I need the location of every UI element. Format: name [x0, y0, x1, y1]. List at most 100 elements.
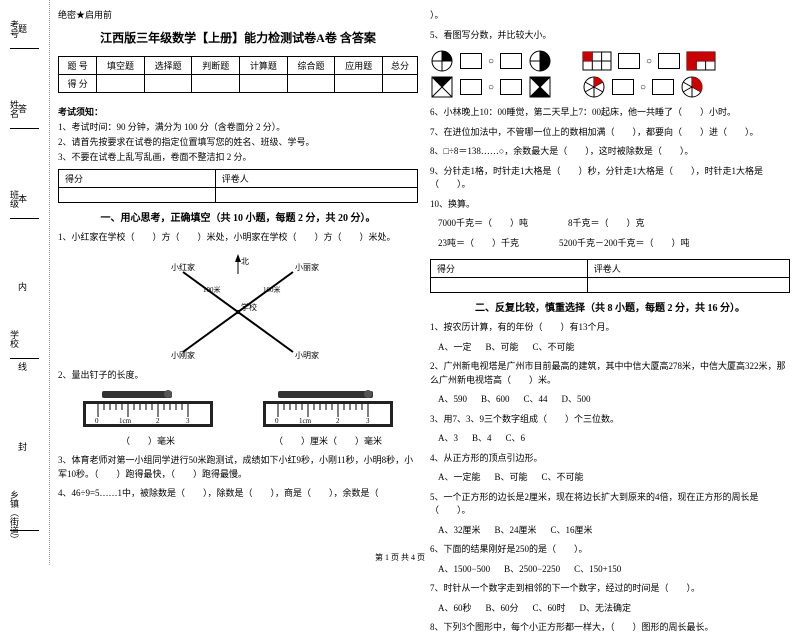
svg-text:3: 3	[366, 417, 370, 425]
compass-lbl: 小红家	[171, 262, 195, 272]
opt: B、可能	[495, 471, 528, 485]
opt: A、590	[438, 393, 467, 407]
ruler-cap-1: （ ）毫米	[78, 434, 218, 447]
th: 题 号	[59, 57, 97, 75]
opt: B、600	[481, 393, 510, 407]
ruler-row: 0 1cm 2 3 （ ）毫米	[58, 389, 418, 447]
margin-line	[10, 48, 39, 49]
q10-row2: 23吨＝（ ）千克 5200千克－200千克＝（ ）吨	[430, 237, 790, 251]
ruler-2: 0 1cm 2 3 （ ）厘米（ ）毫米	[258, 389, 398, 447]
frac-square	[430, 75, 454, 99]
td	[144, 75, 192, 93]
frac-grid	[686, 49, 716, 73]
th: 综合题	[287, 57, 335, 75]
notice-block: 考试须知： 1、考试时间：90 分钟，满分为 100 分（含卷面分 2 分）。 …	[58, 103, 418, 165]
right-column: ）。 5、看图写分数，并比较大小。 ○ ○	[430, 8, 790, 563]
compare-circle: ○	[488, 82, 494, 93]
compass-lbl: 小刚家	[171, 350, 195, 360]
frac-pie	[582, 75, 606, 99]
svg-text:1cm: 1cm	[299, 417, 312, 425]
th: 应用题	[335, 57, 383, 75]
s2q1-opts: A、一定 B、可能 C、不可能	[430, 341, 790, 355]
svg-text:2: 2	[156, 417, 160, 425]
q10: 10、换算。	[430, 198, 790, 212]
s2q3-opts: A、3 B、4 C、6	[430, 432, 790, 446]
q10d: 5200千克－200千克＝（ ）吨	[559, 237, 690, 251]
s2q4-opts: A、一定能 B、可能 C、不可能	[430, 471, 790, 485]
margin-label-school: 学校	[8, 330, 21, 348]
compass-lbl: 小明家	[295, 350, 319, 360]
mini-score-table-2: 得分评卷人	[430, 259, 790, 293]
opt: A、一定能	[438, 471, 481, 485]
margin-brace: 封	[18, 440, 27, 453]
score-table: 题 号 填空题 选择题 判断题 计算题 综合题 应用题 总分 得 分	[58, 56, 418, 93]
q2: 2、量出钉子的长度。	[58, 369, 418, 383]
td: 得 分	[59, 75, 97, 93]
q6: 6、小林晚上10：00睡觉，第二天早上7：00起床，他一共睡了（ ）小时。	[430, 106, 790, 120]
opt: C、6	[506, 432, 526, 446]
margin-brace: 本	[18, 192, 27, 205]
q3: 3、体育老师对第一小组同学进行50米跑测试，成绩如下小红9秒，小刚11秒，小明8…	[58, 454, 418, 481]
opt: D、无法确定	[580, 602, 632, 616]
th: 填空题	[97, 57, 145, 75]
s2q2: 2、广州新电视塔是广州市目前最高的建筑，其中中信大厦高278米，中信大厦高322…	[430, 360, 790, 387]
q10a: 7000千克＝（ ）吨	[438, 217, 528, 231]
frac-input	[460, 79, 482, 95]
frac-input	[652, 79, 674, 95]
opt: C、44	[524, 393, 548, 407]
svg-text:0: 0	[95, 417, 99, 425]
s2q5: 5、一个正方形的边长是2厘米，现在将边长扩大到原来的4倍，现在正方形的周长是（ …	[430, 491, 790, 518]
svg-text:2: 2	[336, 417, 340, 425]
svg-text:1cm: 1cm	[119, 417, 132, 425]
opt: D、500	[562, 393, 591, 407]
opt: B、24厘米	[495, 524, 537, 538]
frac-circle	[430, 49, 454, 73]
notice-item: 3、不要在试卷上乱写乱画，卷面不整洁扣 2 分。	[58, 150, 418, 163]
compass-center: 学校	[241, 302, 257, 312]
notice-title: 考试须知：	[58, 105, 418, 118]
opt: B、60分	[486, 602, 519, 616]
frac-input	[658, 53, 680, 69]
s2q7-opts: A、60秒 B、60分 C、60时 D、无法确定	[430, 602, 790, 616]
frac-input	[618, 53, 640, 69]
compare-circle: ○	[646, 56, 652, 67]
margin-line	[10, 358, 39, 359]
td	[240, 75, 288, 93]
ruler-1: 0 1cm 2 3 （ ）毫米	[78, 389, 218, 447]
frac-input	[500, 53, 522, 69]
s2q1: 1、按农历计算，有的年份（ ）有13个月。	[430, 321, 790, 335]
binding-margin: 考号 题 姓名 答 班级 本 内 学校 线 封 乡镇（街道）	[0, 0, 50, 565]
svg-text:100米: 100米	[203, 285, 221, 294]
opt: A、60秒	[438, 602, 472, 616]
q10b: 8千克＝（ ）克	[568, 217, 645, 231]
opt: A、3	[438, 432, 458, 446]
margin-line	[10, 530, 39, 531]
mini-td	[587, 278, 789, 293]
opt: A、32厘米	[438, 524, 481, 538]
compare-circle: ○	[640, 82, 646, 93]
compare-circle: ○	[488, 56, 494, 67]
svg-text:100米: 100米	[263, 285, 281, 294]
q4tail: ）。	[430, 9, 790, 23]
mini-td	[59, 188, 216, 203]
th: 计算题	[240, 57, 288, 75]
notice-item: 1、考试时间：90 分钟，满分为 100 分（含卷面分 2 分）。	[58, 120, 418, 133]
svg-text:北: 北	[241, 257, 249, 266]
opt: B、4	[472, 432, 492, 446]
ruler-cap-2: （ ）厘米（ ）毫米	[258, 434, 398, 447]
section2-title: 二、反复比较，慎重选择（共 8 小题，每题 2 分，共 16 分）。	[430, 299, 790, 314]
frac-pie	[680, 75, 704, 99]
notice-item: 2、请首先按要求在试卷的指定位置填写您的姓名、班级、学号。	[58, 135, 418, 148]
svg-text:0: 0	[275, 417, 279, 425]
th: 总分	[382, 57, 417, 75]
q10c: 23吨＝（ ）千克	[438, 237, 519, 251]
td	[192, 75, 240, 93]
mini-th: 评卷人	[215, 170, 417, 188]
s2q8: 8、下列3个图形中，每个小正方形都一样大，（ ）图形的周长最长。	[430, 621, 790, 635]
opt: C、不可能	[533, 341, 575, 355]
margin-brace: 答	[18, 102, 27, 115]
section1-title: 一、用心思考，正确填空（共 10 小题，每题 2 分，共 20 分）。	[58, 209, 418, 224]
margin-line	[10, 218, 39, 219]
q4: 4、46÷9=5……1中，被除数是（ ），除数是（ ），商是（ ），余数是（	[58, 487, 418, 501]
left-column: 绝密★启用前 江西版三年级数学【上册】能力检测试卷A卷 含答案 题 号 填空题 …	[58, 8, 418, 563]
